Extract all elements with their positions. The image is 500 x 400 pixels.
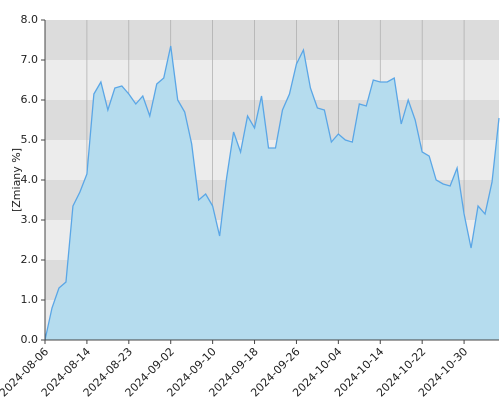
line <box>44 45 500 341</box>
y-tick-label: 3.0 <box>21 213 39 226</box>
y-tick-label: 5.0 <box>21 133 39 146</box>
y-tick-label: 0.0 <box>21 333 39 346</box>
y-tick-label: 4.0 <box>21 173 39 186</box>
band <box>45 20 499 60</box>
area <box>45 46 499 340</box>
y-tick-label: 8.0 <box>21 13 39 26</box>
y-tick-label: 7.0 <box>21 53 39 66</box>
y-axis-label: [Zmiany %] <box>10 148 23 212</box>
y-tick-label: 1.0 <box>21 293 39 306</box>
y-tick-label: 2.0 <box>21 253 39 266</box>
y-tick-label: 6.0 <box>21 93 39 106</box>
